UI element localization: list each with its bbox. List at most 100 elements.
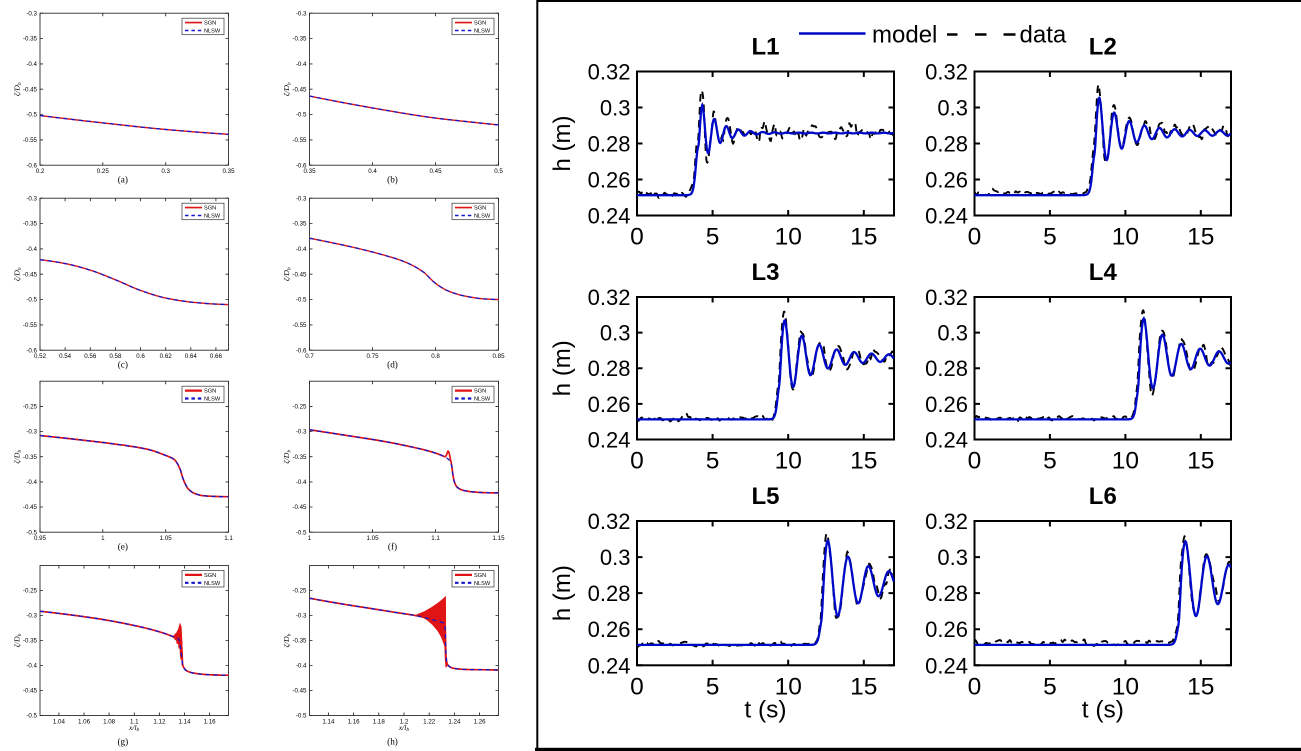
svg-text:(g): (g) [117, 737, 128, 747]
svg-text:1.22: 1.22 [423, 718, 436, 725]
svg-text:10: 10 [1112, 673, 1139, 700]
svg-text:-0.25: -0.25 [23, 404, 38, 411]
svg-text:0.28: 0.28 [588, 132, 631, 157]
svg-text:-0.35: -0.35 [292, 638, 307, 645]
svg-text:0.58: 0.58 [109, 353, 122, 360]
svg-text:-0.25: -0.25 [292, 588, 307, 595]
svg-text:-0.35: -0.35 [23, 36, 38, 43]
svg-text:data: data [1020, 22, 1067, 49]
svg-text:0.35: 0.35 [303, 168, 316, 175]
svg-text:0.3: 0.3 [937, 321, 968, 346]
svg-text:5: 5 [706, 224, 720, 251]
svg-text:-0.3: -0.3 [296, 613, 307, 620]
svg-text:SGN: SGN [204, 206, 216, 212]
svg-text:-0.45: -0.45 [292, 86, 307, 93]
svg-text:ζ/Db: ζ/Db [13, 267, 23, 281]
svg-text:0: 0 [630, 673, 644, 700]
svg-text:1.1: 1.1 [130, 718, 139, 725]
svg-text:-0.3: -0.3 [26, 195, 37, 202]
svg-text:NLSW: NLSW [474, 29, 491, 35]
svg-text:15: 15 [1187, 448, 1214, 475]
svg-text:0.85: 0.85 [492, 353, 505, 360]
svg-text:-0.3: -0.3 [26, 429, 37, 436]
svg-text:0.35: 0.35 [222, 168, 235, 175]
svg-text:0.26: 0.26 [588, 392, 631, 417]
svg-text:0.3: 0.3 [937, 96, 968, 121]
svg-text:-0.45: -0.45 [292, 504, 307, 511]
svg-text:h (m): h (m) [549, 116, 576, 172]
svg-text:-0.35: -0.35 [292, 454, 307, 461]
svg-text:0: 0 [968, 673, 982, 700]
svg-text:x/lb: x/lb [398, 723, 410, 733]
svg-text:-0.45: -0.45 [23, 271, 38, 278]
svg-text:-0.6: -0.6 [296, 347, 307, 354]
svg-text:-0.45: -0.45 [23, 86, 38, 93]
svg-text:NLSW: NLSW [474, 214, 491, 220]
svg-text:0.3: 0.3 [600, 545, 631, 570]
svg-text:0: 0 [630, 448, 644, 475]
svg-text:(e): (e) [118, 542, 128, 552]
svg-text:L3: L3 [751, 259, 779, 286]
svg-text:(c): (c) [118, 360, 128, 370]
svg-text:0.26: 0.26 [588, 617, 631, 642]
svg-text:1: 1 [101, 535, 105, 542]
svg-text:model: model [872, 22, 937, 49]
svg-text:-0.45: -0.45 [23, 688, 38, 695]
svg-text:t (s): t (s) [1082, 696, 1124, 723]
svg-text:1.05: 1.05 [366, 535, 379, 542]
svg-text:10: 10 [775, 448, 802, 475]
svg-text:1.04: 1.04 [53, 718, 66, 725]
svg-text:-0.5: -0.5 [296, 297, 307, 304]
svg-text:0.26: 0.26 [925, 392, 968, 417]
svg-text:5: 5 [1043, 673, 1057, 700]
svg-text:-0.4: -0.4 [296, 246, 307, 253]
svg-text:-0.35: -0.35 [23, 221, 38, 228]
svg-text:-0.5: -0.5 [296, 713, 307, 720]
svg-text:0.7: 0.7 [305, 353, 314, 360]
svg-text:1.1: 1.1 [224, 535, 233, 542]
svg-text:L4: L4 [1089, 259, 1118, 286]
svg-text:1.16: 1.16 [204, 718, 217, 725]
svg-text:0.2: 0.2 [36, 168, 45, 175]
svg-text:L5: L5 [751, 483, 779, 510]
svg-text:-0.4: -0.4 [26, 61, 37, 68]
svg-text:0.32: 0.32 [925, 509, 968, 534]
svg-text:t (s): t (s) [744, 696, 786, 723]
svg-text:-0.3: -0.3 [26, 10, 37, 17]
svg-text:0.26: 0.26 [925, 168, 968, 193]
svg-text:0.45: 0.45 [429, 168, 442, 175]
svg-text:L1: L1 [751, 34, 779, 61]
svg-text:-0.4: -0.4 [26, 479, 37, 486]
svg-text:(f): (f) [388, 542, 397, 552]
svg-text:-0.4: -0.4 [296, 479, 307, 486]
svg-text:1.05: 1.05 [160, 535, 173, 542]
svg-text:1.12: 1.12 [153, 718, 166, 725]
svg-text:1.14: 1.14 [322, 718, 335, 725]
svg-text:-0.6: -0.6 [296, 162, 307, 169]
svg-text:SGN: SGN [474, 389, 486, 395]
svg-text:ζ/Db: ζ/Db [282, 267, 292, 281]
svg-text:5: 5 [706, 673, 720, 700]
svg-text:0.8: 0.8 [431, 353, 440, 360]
svg-text:0.66: 0.66 [210, 353, 223, 360]
svg-text:0: 0 [630, 224, 644, 251]
svg-text:0.32: 0.32 [588, 285, 631, 310]
svg-text:-0.3: -0.3 [296, 429, 307, 436]
svg-text:-0.35: -0.35 [23, 638, 38, 645]
svg-text:(h): (h) [387, 737, 398, 747]
svg-text:1: 1 [308, 535, 312, 542]
svg-text:NLSW: NLSW [204, 397, 221, 403]
svg-text:L2: L2 [1089, 34, 1117, 61]
svg-text:-0.55: -0.55 [292, 322, 307, 329]
svg-text:ζ/Db: ζ/Db [13, 82, 23, 96]
svg-text:0.24: 0.24 [925, 653, 968, 678]
svg-text:0.32: 0.32 [588, 60, 631, 85]
svg-text:0.3: 0.3 [600, 321, 631, 346]
svg-text:15: 15 [850, 448, 877, 475]
svg-text:SGN: SGN [474, 573, 486, 579]
svg-text:-0.35: -0.35 [292, 36, 307, 43]
svg-text:0.32: 0.32 [925, 285, 968, 310]
svg-text:ζ/Db: ζ/Db [13, 450, 23, 464]
svg-text:0.24: 0.24 [588, 653, 631, 678]
svg-text:1.06: 1.06 [78, 718, 91, 725]
